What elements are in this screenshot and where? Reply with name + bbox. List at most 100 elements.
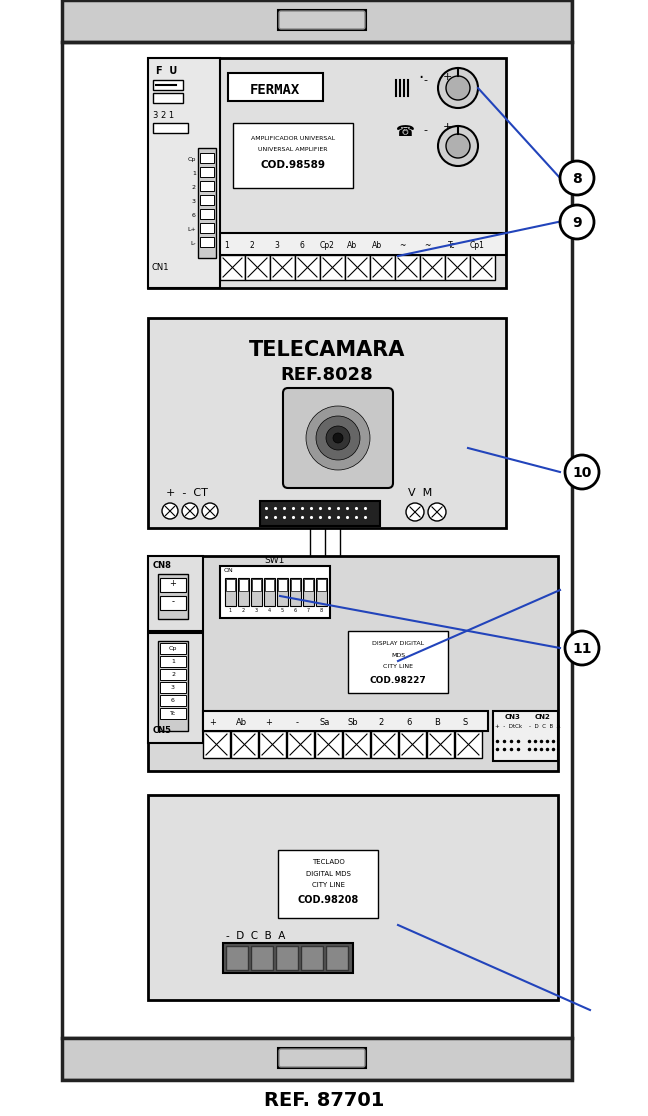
Bar [153, 123, 188, 133]
Bar [343, 731, 370, 758]
Bar [370, 254, 395, 280]
Text: +: + [443, 122, 452, 132]
Bar [160, 596, 186, 610]
Text: ON: ON [224, 568, 234, 573]
Bar [158, 641, 188, 731]
Circle shape [326, 426, 350, 450]
Text: AMPLIFICADOR UNIVERSAL: AMPLIFICADOR UNIVERSAL [251, 136, 335, 141]
Text: 11: 11 [572, 642, 592, 656]
Bar [345, 254, 370, 280]
Circle shape [565, 631, 599, 665]
Text: 10: 10 [572, 466, 592, 480]
Text: Tc: Tc [448, 241, 456, 250]
Text: SW1: SW1 [265, 556, 285, 565]
Bar [226, 946, 248, 970]
Circle shape [565, 455, 599, 489]
Circle shape [446, 134, 470, 158]
Bar [160, 578, 186, 591]
Bar [223, 943, 353, 973]
Bar [326, 946, 348, 970]
Text: B: B [434, 718, 440, 727]
Circle shape [333, 433, 343, 443]
Bar [295, 254, 320, 280]
Bar [455, 731, 482, 758]
Bar [395, 254, 420, 280]
Text: Cp2: Cp2 [319, 241, 334, 250]
Text: Ab: Ab [347, 241, 357, 250]
Text: +: + [209, 718, 216, 727]
Text: -: - [423, 125, 427, 135]
Text: CN3: CN3 [505, 714, 521, 720]
Bar [153, 93, 183, 103]
Text: DIGITAL MDS: DIGITAL MDS [306, 870, 351, 877]
Bar [304, 579, 313, 591]
Bar [290, 578, 301, 606]
Text: 6: 6 [294, 608, 297, 613]
Text: 9: 9 [572, 217, 582, 230]
Bar [198, 148, 216, 258]
Bar [303, 578, 314, 606]
Text: CITY LINE: CITY LINE [312, 882, 345, 888]
Text: Tc: Tc [170, 711, 176, 716]
Bar [200, 223, 214, 233]
Text: REF.8028: REF.8028 [281, 366, 373, 384]
Bar [239, 579, 248, 591]
Text: FERMAX: FERMAX [250, 83, 300, 97]
Text: CN2: CN2 [535, 714, 551, 720]
Bar [276, 946, 298, 970]
Circle shape [560, 161, 594, 195]
Bar [200, 181, 214, 191]
Bar [320, 254, 345, 280]
Bar [470, 254, 495, 280]
Bar [228, 73, 323, 102]
Text: 3 2 1: 3 2 1 [153, 110, 174, 121]
Circle shape [438, 126, 478, 166]
FancyBboxPatch shape [279, 11, 365, 29]
Text: 2: 2 [171, 672, 175, 677]
Bar [160, 695, 186, 706]
Bar [225, 578, 236, 606]
Bar [148, 58, 220, 288]
Bar [371, 731, 398, 758]
Bar [270, 254, 295, 280]
Bar [317, 579, 326, 591]
Text: +  -  CT: + - CT [166, 488, 208, 498]
Bar [251, 946, 273, 970]
Text: 1: 1 [192, 171, 196, 176]
Text: +: + [443, 73, 452, 81]
Text: Ab: Ab [372, 241, 382, 250]
Bar [148, 633, 203, 743]
Bar [200, 153, 214, 163]
Bar [316, 578, 327, 606]
Bar [315, 731, 342, 758]
Text: ~: ~ [399, 241, 405, 250]
Bar [220, 233, 506, 254]
Bar [200, 167, 214, 177]
Bar [259, 731, 286, 758]
Text: CN1: CN1 [151, 263, 168, 272]
Bar [301, 946, 323, 970]
Text: 2: 2 [192, 185, 196, 190]
Text: -: - [295, 718, 299, 727]
Text: +: + [266, 718, 272, 727]
Bar [203, 731, 230, 758]
Bar [233, 123, 353, 187]
Bar [348, 631, 448, 693]
Text: L-: L- [191, 241, 196, 246]
Bar [245, 254, 270, 280]
Text: ☎: ☎ [396, 124, 415, 140]
Text: COD.98208: COD.98208 [297, 895, 358, 905]
Bar [220, 254, 245, 280]
Text: 7: 7 [307, 608, 310, 613]
Text: 3: 3 [275, 241, 279, 250]
Bar [203, 711, 488, 731]
Text: 2: 2 [249, 241, 255, 250]
Text: MDS: MDS [391, 653, 405, 658]
Bar [251, 578, 262, 606]
Bar [445, 254, 470, 280]
Bar [260, 501, 380, 526]
Bar [493, 711, 558, 761]
Bar [148, 795, 558, 1000]
Bar [278, 850, 378, 918]
Text: 6: 6 [406, 718, 411, 727]
